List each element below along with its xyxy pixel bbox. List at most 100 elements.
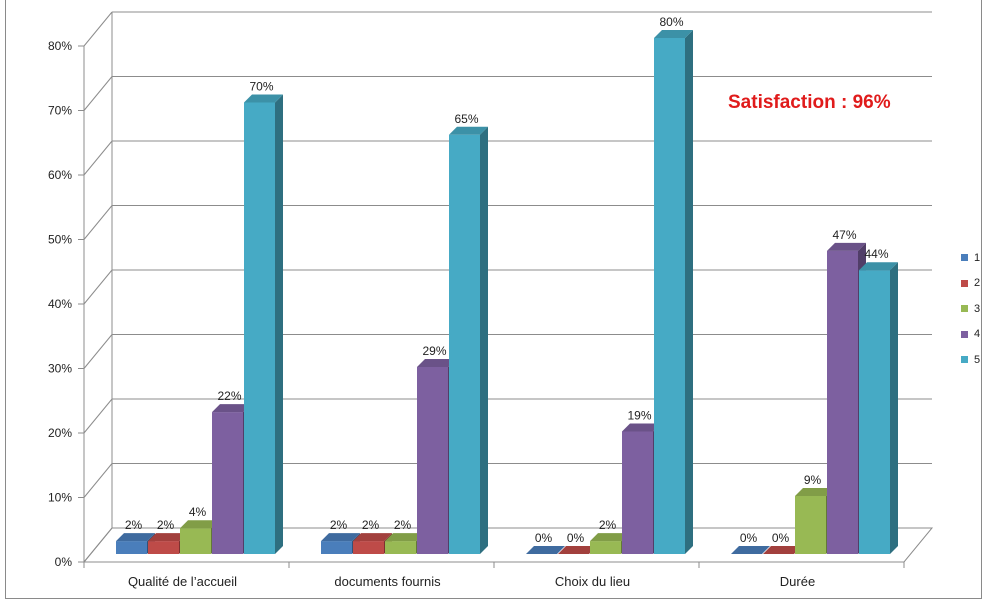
y-tick-label: 50%: [48, 233, 72, 247]
data-label: 80%: [659, 15, 683, 29]
bar: [763, 546, 802, 555]
bar-top: [590, 533, 629, 542]
gridline-side: [83, 463, 113, 498]
gridline-side: [83, 140, 113, 176]
data-label: 47%: [832, 228, 856, 242]
bar-top: [212, 404, 251, 413]
data-label: 0%: [772, 531, 790, 545]
legend-swatch: [961, 305, 968, 313]
bar-front: [859, 270, 890, 554]
y-tick-label: 10%: [48, 491, 72, 505]
bar-front: [148, 541, 179, 554]
bars: [116, 30, 898, 555]
bar: [859, 262, 898, 554]
legend-label: 5: [974, 353, 981, 366]
legend: 1 2 3 4 5: [961, 245, 980, 373]
gridline-side: [83, 269, 113, 305]
bar-top: [116, 533, 155, 542]
bar-front: [353, 541, 384, 554]
data-label: 19%: [627, 408, 651, 422]
bar-front: [244, 102, 275, 554]
legend-label: 3: [974, 302, 981, 315]
bar-front: [385, 541, 416, 554]
x-tick-label: Durée: [780, 574, 815, 589]
bar: [526, 546, 565, 555]
legend-label: 4: [974, 328, 981, 341]
bar-front: [795, 495, 826, 554]
bar-front: [827, 250, 858, 554]
y-tick-label: 30%: [48, 362, 72, 376]
data-label: 2%: [330, 518, 348, 532]
data-label: 2%: [394, 518, 412, 532]
gridline-side: [83, 11, 113, 47]
legend-label: 1: [974, 251, 981, 264]
bar-top: [859, 262, 898, 271]
bar-top: [795, 487, 834, 496]
y-tick-label: 60%: [48, 168, 72, 182]
bar-side: [480, 126, 488, 554]
bar-top: [244, 94, 283, 103]
data-label: 4%: [189, 505, 207, 519]
bar-top: [558, 546, 597, 554]
bar-front: [417, 366, 448, 554]
gridline-side: [83, 205, 113, 240]
bar-top: [417, 358, 456, 367]
bar-front: [321, 541, 352, 554]
data-label: 2%: [362, 518, 380, 532]
legend-label: 2: [974, 277, 981, 290]
bar-front: [654, 38, 685, 554]
bar-top: [353, 533, 392, 542]
bar: [558, 546, 597, 555]
gridline-side: [83, 76, 113, 111]
legend-item: 1: [961, 245, 980, 271]
legend-item: 4: [961, 322, 980, 348]
bar-front: [622, 431, 653, 554]
legend-item: 3: [961, 296, 980, 322]
bar-top: [148, 533, 187, 542]
chart-frame: 0% 10% 20% 30% 40% 50% 60% 70% 80% Qualité de l’a…: [5, 0, 982, 599]
bar: [449, 126, 488, 554]
data-label: 2%: [599, 518, 617, 532]
bar-top: [622, 423, 661, 432]
legend-swatch: [961, 356, 968, 364]
y-tick-label: 80%: [48, 39, 72, 53]
chart-plot: 0% 10% 20% 30% 40% 50% 60% 70% 80% Qualité de l’a…: [48, 11, 934, 589]
y-tick-label: 40%: [48, 297, 72, 311]
y-tick-label: 0%: [55, 555, 73, 569]
bar-top: [321, 533, 360, 542]
bar-side: [685, 30, 693, 554]
satisfaction-annotation: Satisfaction : 96%: [728, 92, 891, 113]
x-tick-label: documents fournis: [334, 574, 441, 589]
data-label: 29%: [422, 344, 446, 358]
bar-side: [275, 94, 283, 554]
bar: [385, 533, 424, 554]
bar-top: [385, 533, 424, 542]
legend-item: 2: [961, 271, 980, 297]
bar-top: [180, 520, 219, 529]
data-label: 0%: [535, 531, 553, 545]
bar-front: [180, 528, 211, 554]
legend-swatch: [961, 279, 968, 287]
legend-item: 5: [961, 347, 980, 373]
bar-front: [449, 134, 480, 554]
bar-top: [654, 30, 693, 38]
bar-side: [890, 262, 898, 554]
data-label: 2%: [125, 518, 143, 532]
gridline-side: [83, 334, 113, 369]
bar-top: [827, 242, 866, 251]
y-tick-label: 70%: [48, 104, 72, 118]
data-label: 9%: [804, 473, 822, 487]
y-tick-label: 20%: [48, 426, 72, 440]
bar-top: [731, 546, 770, 554]
bar-front: [116, 541, 147, 554]
bar-front: [590, 541, 621, 554]
bar: [731, 546, 770, 555]
data-label: 0%: [567, 531, 585, 545]
bar: [244, 94, 283, 554]
legend-swatch: [961, 330, 968, 338]
data-label: 44%: [864, 247, 888, 261]
bar-top: [763, 546, 802, 554]
data-label: 22%: [217, 389, 241, 403]
x-tick-label: Choix du lieu: [555, 574, 630, 589]
bar-top: [526, 546, 565, 554]
